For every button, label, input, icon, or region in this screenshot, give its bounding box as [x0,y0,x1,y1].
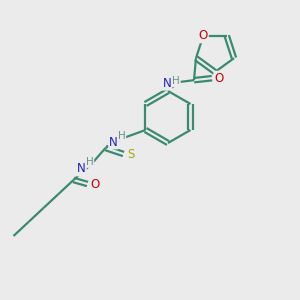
Text: O: O [199,29,208,42]
Text: H: H [118,131,125,141]
Text: N: N [77,163,86,176]
Text: H: H [172,76,180,86]
Text: N: N [163,77,171,90]
Text: N: N [109,136,118,148]
Text: O: O [214,72,224,85]
Text: S: S [127,148,134,160]
Text: O: O [91,178,100,190]
Text: H: H [85,157,93,167]
